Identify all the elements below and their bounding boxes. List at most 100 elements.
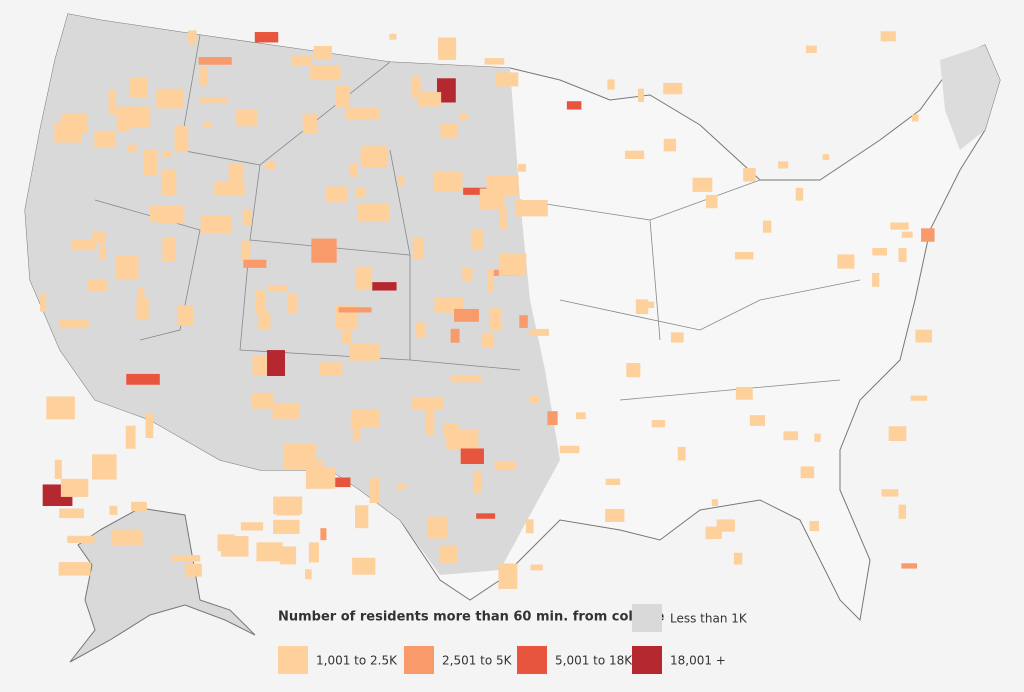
county-patch (291, 55, 312, 66)
county-patch (637, 88, 644, 103)
county-patch (566, 101, 582, 110)
county-patch (349, 343, 380, 361)
county-patch (778, 161, 789, 169)
county-patch (46, 396, 75, 420)
county-patch (54, 459, 62, 479)
county-patch (369, 478, 380, 503)
county-patch (692, 177, 713, 192)
legend-label: 1,001 to 2.5K (316, 654, 398, 668)
county-patch (888, 426, 907, 441)
county-patch (762, 220, 772, 233)
county-patch (454, 308, 479, 322)
county-patch (398, 176, 405, 187)
county-patch (677, 446, 686, 461)
county-patch (345, 108, 380, 120)
county-patch (199, 68, 208, 87)
county-patch (129, 77, 148, 98)
county-patch (273, 519, 300, 534)
county-patch (749, 415, 766, 426)
county-patch (113, 107, 129, 116)
legend-label: Less than 1K (670, 612, 748, 626)
county-patch (479, 188, 505, 210)
county-patch (243, 259, 267, 268)
county-patch (288, 293, 297, 314)
county-patch (415, 322, 426, 339)
legend-label: 18,001 + (670, 654, 726, 668)
county-patch (199, 97, 229, 103)
county-patch (559, 445, 580, 454)
county-patch (898, 504, 907, 519)
county-patch (396, 484, 407, 490)
county-patch (188, 30, 197, 45)
county-patch (805, 45, 817, 53)
county-patch (311, 238, 337, 263)
county-patch (498, 253, 527, 276)
county-patch (143, 148, 157, 176)
county-patch (837, 254, 855, 269)
county-patch (735, 386, 753, 400)
county-patch (318, 362, 343, 376)
map-base (24, 13, 1001, 663)
county-patch (320, 528, 327, 541)
county-patch (67, 535, 95, 544)
county-patch (910, 395, 928, 401)
legend-label: 2,501 to 5K (442, 654, 513, 668)
county-patch (352, 416, 361, 441)
county-patch (450, 375, 483, 383)
county-patch (651, 420, 666, 428)
county-patch (116, 256, 139, 279)
county-patch (814, 433, 821, 442)
county-patch (305, 467, 336, 489)
county-patch (198, 57, 232, 65)
county-patch (87, 279, 107, 292)
county-patch (636, 301, 655, 308)
county-patch (136, 115, 149, 128)
county-patch (355, 505, 369, 529)
county-patch (605, 508, 625, 522)
legend-label: 5,001 to 18K (555, 654, 633, 668)
county-patch (156, 205, 185, 224)
county-patch (276, 505, 300, 516)
legend-swatch (278, 646, 308, 674)
county-patch (125, 425, 136, 449)
county-patch (92, 454, 117, 480)
county-patch (58, 320, 89, 329)
county-patch (94, 130, 116, 148)
county-patch (59, 508, 84, 519)
county-patch (200, 215, 232, 234)
county-patch (880, 31, 896, 42)
county-patch (242, 209, 252, 225)
county-patch (901, 563, 918, 569)
county-patch (174, 126, 189, 152)
county-patch (417, 92, 442, 107)
county-patch (605, 478, 621, 486)
county-patch (911, 114, 919, 122)
county-patch (473, 470, 482, 493)
county-patch (783, 431, 799, 441)
county-patch (427, 516, 448, 539)
county-patch (284, 548, 296, 565)
county-patch (498, 208, 507, 230)
county-patch (308, 542, 319, 563)
county-patch (357, 203, 390, 222)
county-patch (743, 167, 756, 182)
county-patch (108, 89, 117, 114)
county-patch (111, 530, 143, 546)
legend: Number of residents more than 60 min. fr… (278, 604, 748, 674)
county-patch (240, 240, 251, 262)
county-patch (412, 237, 424, 260)
county-patch (795, 187, 804, 201)
county-patch (306, 460, 324, 471)
county-patch (410, 76, 421, 98)
county-patch (323, 477, 351, 488)
county-patch (251, 392, 274, 409)
county-patch (136, 298, 149, 321)
county-patch (40, 293, 47, 312)
county-patch (734, 251, 754, 260)
alaska (69, 507, 256, 663)
county-patch (372, 282, 397, 291)
county-patch (240, 522, 264, 531)
county-patch (268, 286, 289, 292)
state-lines (94, 34, 861, 401)
